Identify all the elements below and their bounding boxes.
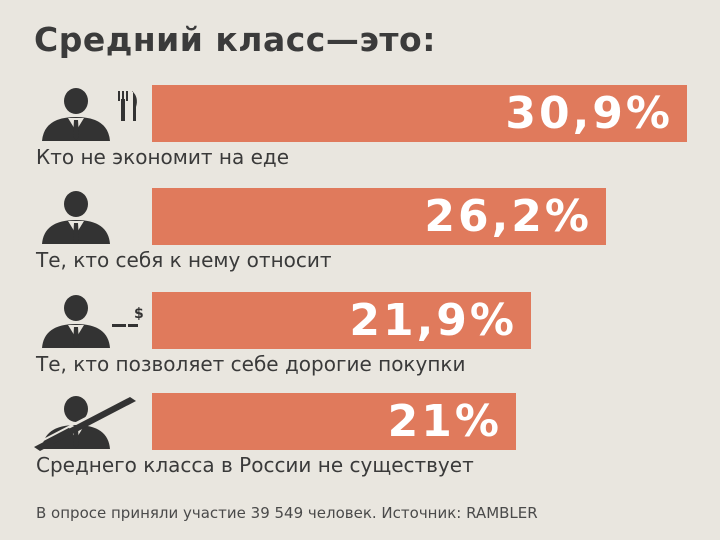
source-footer: В опросе приняли участие 39 549 человек.… [36, 504, 538, 522]
person-money-icon: $ [26, 294, 146, 350]
bar: 26,2% [152, 188, 606, 245]
bar-row: 21% Среднего класса в России не существуе… [0, 393, 720, 503]
bar: 21,9% [152, 292, 531, 349]
bar: 30,9% [152, 85, 687, 142]
person-fork-knife-icon [26, 87, 146, 143]
person-crossed-out-icon [26, 395, 146, 451]
bar-row: 30,9% Кто не экономит на еде [0, 85, 720, 195]
bar-value-label: 21% [387, 396, 502, 447]
svg-text:$: $ [134, 306, 144, 322]
bar-value-label: 30,9% [505, 88, 673, 139]
category-label: Те, кто позволяет себе дорогие покупки [36, 352, 466, 376]
bar-value-label: 26,2% [424, 191, 592, 242]
person-icon [26, 190, 146, 246]
category-label: Те, кто себя к нему относит [36, 248, 332, 272]
bar-row: 26,2% Те, кто себя к нему относит [0, 188, 720, 298]
bar: 21% [152, 393, 516, 450]
category-label: Кто не экономит на еде [36, 145, 290, 169]
bar-row: $21,9% Те, кто позволяет себе дорогие пок… [0, 292, 720, 402]
chart-title: Средний класс—это: [34, 20, 436, 59]
bar-value-label: 21,9% [349, 295, 517, 346]
category-label: Среднего класса в России не существует [36, 453, 474, 477]
